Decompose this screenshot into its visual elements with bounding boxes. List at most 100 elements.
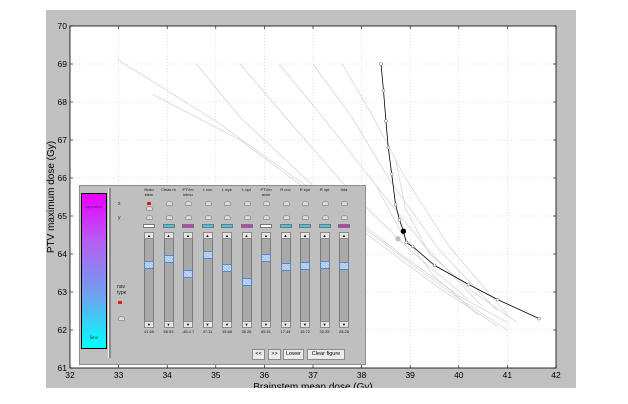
slider-up-button[interactable]: ▲: [222, 232, 232, 239]
slider-track[interactable]: [261, 232, 271, 328]
slider-down-button[interactable]: ▼: [241, 321, 252, 328]
slider-track[interactable]: [300, 232, 310, 328]
data-point[interactable]: [537, 316, 541, 321]
x-toggle-icon[interactable]: [282, 201, 290, 206]
color-swatch[interactable]: [279, 224, 292, 228]
x-toggle-icon[interactable]: [165, 201, 173, 206]
data-point[interactable]: [384, 119, 388, 123]
y-toggle-icon[interactable]: [282, 215, 290, 220]
y-toggle-icon[interactable]: [204, 215, 212, 220]
slider-thumb[interactable]: [319, 260, 330, 269]
y-toggle-icon[interactable]: [165, 215, 173, 220]
data-point[interactable]: [379, 62, 383, 66]
slider-track[interactable]: [202, 232, 213, 328]
color-swatch[interactable]: [338, 224, 350, 228]
slider-thumb[interactable]: [144, 261, 154, 270]
data-point[interactable]: [393, 202, 398, 207]
previous-button[interactable]: <<: [252, 349, 265, 360]
slider-thumb[interactable]: [222, 264, 232, 273]
x-toggle-icon[interactable]: [204, 201, 212, 206]
slider-up-button[interactable]: ▲: [163, 232, 174, 239]
data-point[interactable]: [404, 240, 409, 245]
x-tick-label: 33: [114, 370, 124, 380]
x-toggle-icon[interactable]: [224, 201, 231, 206]
x-toggle-icon[interactable]: [146, 206, 153, 211]
slider-up-button[interactable]: ▲: [183, 232, 193, 239]
slider-up-button[interactable]: ▲: [280, 232, 291, 239]
x-toggle-icon[interactable]: [341, 201, 348, 206]
slider-up-button[interactable]: ▲: [261, 232, 271, 239]
slider-down-button[interactable]: ▼: [300, 321, 310, 328]
slider-thumb[interactable]: [202, 250, 213, 259]
panel-divider[interactable]: [108, 188, 111, 358]
data-point[interactable]: [386, 145, 391, 150]
color-swatch[interactable]: [143, 224, 155, 228]
slider-down-button[interactable]: ▼: [222, 321, 232, 328]
data-point[interactable]: [381, 88, 386, 93]
slider-up-button[interactable]: ▲: [339, 232, 349, 239]
slider-down-button[interactable]: ▼: [202, 321, 213, 328]
data-point[interactable]: [466, 282, 471, 287]
slider-track[interactable]: [280, 232, 291, 328]
color-swatch[interactable]: [318, 224, 331, 228]
nav-type-icon[interactable]: [118, 316, 125, 321]
slider-track[interactable]: [339, 232, 349, 328]
slider-down-button[interactable]: ▼: [319, 321, 330, 328]
y-toggle-icon[interactable]: [341, 215, 348, 220]
slider-up-button[interactable]: ▲: [319, 232, 330, 239]
slider-down-button[interactable]: ▼: [163, 321, 174, 328]
data-point[interactable]: [397, 218, 402, 222]
slider-track[interactable]: [163, 232, 174, 328]
slider-thumb[interactable]: [163, 255, 174, 264]
slider-thumb[interactable]: [261, 253, 271, 262]
y-toggle-icon[interactable]: [321, 215, 329, 220]
slider-thumb[interactable]: [241, 277, 252, 286]
y-toggle-icon[interactable]: [302, 215, 309, 220]
slider-down-button[interactable]: ▼: [183, 321, 193, 328]
selected-point[interactable]: [400, 228, 407, 234]
slider-up-button[interactable]: ▲: [202, 232, 213, 239]
slider-thumb[interactable]: [300, 261, 310, 270]
slider-thumb[interactable]: [183, 270, 193, 279]
color-swatch[interactable]: [260, 224, 272, 228]
x-toggle-icon[interactable]: [263, 201, 270, 206]
slider-thumb[interactable]: [339, 261, 349, 270]
y-toggle-icon[interactable]: [263, 215, 270, 220]
color-swatch[interactable]: [162, 224, 175, 228]
colorbar-bottom-label: lime: [89, 335, 99, 340]
lower-button[interactable]: Lower: [283, 349, 304, 360]
data-point[interactable]: [495, 297, 500, 302]
color-swatch[interactable]: [240, 224, 253, 228]
slider-down-button[interactable]: ▼: [144, 321, 154, 328]
color-swatch[interactable]: [201, 224, 214, 228]
next-button[interactable]: >>: [268, 349, 281, 360]
slider-up-button[interactable]: ▲: [300, 232, 310, 239]
data-point[interactable]: [432, 263, 437, 268]
x-toggle-icon[interactable]: [243, 201, 251, 206]
slider-thumb[interactable]: [280, 262, 291, 271]
y-toggle-icon[interactable]: [243, 215, 251, 220]
slider-up-button[interactable]: ▲: [241, 232, 252, 239]
slider-track[interactable]: [144, 232, 154, 328]
y-toggle-icon[interactable]: [224, 215, 231, 220]
clear-figure-button[interactable]: Clear figure: [307, 349, 345, 360]
slider-down-button[interactable]: ▼: [339, 321, 349, 328]
selected-point[interactable]: [395, 236, 401, 242]
row-label-x: x: [118, 201, 121, 207]
slider-up-button[interactable]: ▲: [144, 232, 154, 239]
color-swatch[interactable]: [182, 224, 194, 228]
slider-track[interactable]: [222, 232, 232, 328]
x-toggle-icon[interactable]: [321, 201, 329, 206]
slider-track[interactable]: [183, 232, 193, 328]
color-swatch[interactable]: [299, 224, 311, 228]
slider-track[interactable]: [319, 232, 330, 328]
x-toggle-icon[interactable]: [302, 201, 309, 206]
y-toggle-icon[interactable]: [185, 215, 192, 220]
data-point[interactable]: [410, 244, 415, 249]
color-swatch[interactable]: [221, 224, 233, 228]
data-point[interactable]: [389, 172, 394, 176]
x-toggle-icon[interactable]: [185, 201, 192, 206]
slider-down-button[interactable]: ▼: [261, 321, 271, 328]
y-toggle-icon[interactable]: [146, 215, 153, 220]
slider-down-button[interactable]: ▼: [280, 321, 291, 328]
